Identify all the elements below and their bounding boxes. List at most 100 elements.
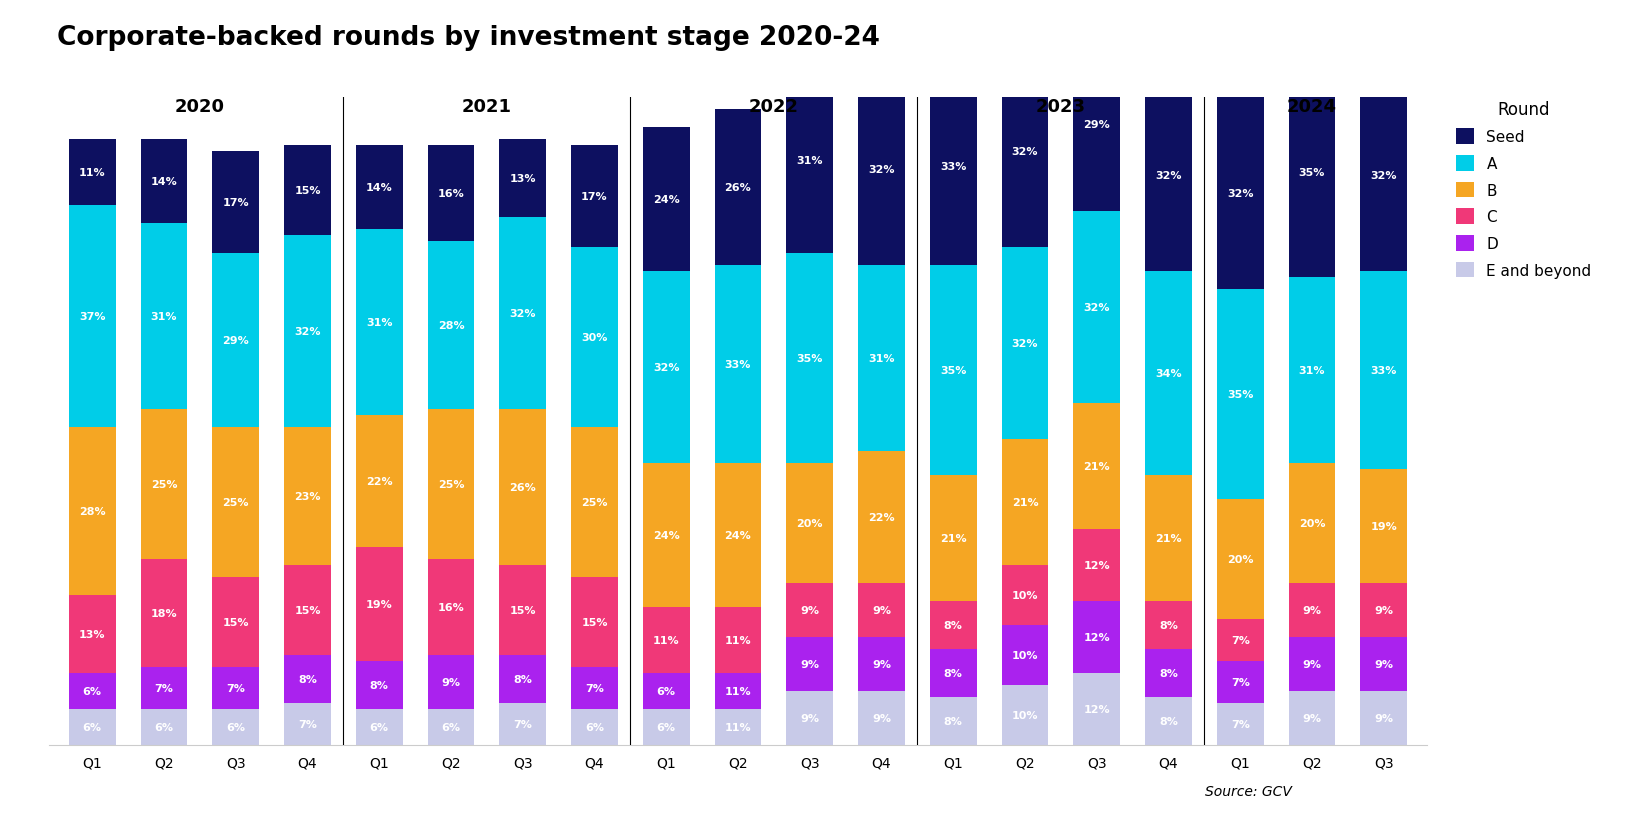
Text: 32%: 32%: [1226, 189, 1252, 199]
Bar: [642, 464, 688, 608]
Text: 6%: 6%: [656, 722, 675, 732]
Bar: [1288, 278, 1334, 464]
Bar: [428, 242, 474, 410]
Text: 8%: 8%: [942, 621, 962, 631]
Text: 9%: 9%: [800, 713, 820, 723]
Bar: [356, 147, 402, 230]
Text: 22%: 22%: [365, 477, 392, 486]
Bar: [1001, 626, 1047, 686]
Bar: [213, 667, 259, 709]
Bar: [1288, 583, 1334, 637]
Bar: [500, 704, 546, 745]
Bar: [1216, 662, 1262, 704]
Text: 24%: 24%: [724, 531, 751, 541]
Text: 32%: 32%: [652, 363, 679, 373]
Text: 11%: 11%: [652, 636, 679, 645]
Bar: [1360, 691, 1406, 745]
Text: 32%: 32%: [1083, 303, 1110, 313]
Text: 31%: 31%: [1298, 366, 1324, 376]
Text: 2023: 2023: [1036, 98, 1085, 116]
Text: 25%: 25%: [580, 498, 608, 508]
Text: 11%: 11%: [79, 168, 105, 179]
Text: 20%: 20%: [1298, 518, 1324, 528]
Text: Source: GCV: Source: GCV: [1205, 785, 1292, 799]
Bar: [787, 68, 833, 254]
Text: 16%: 16%: [438, 603, 464, 613]
Bar: [1360, 637, 1406, 691]
Bar: [570, 577, 618, 667]
Bar: [1074, 38, 1119, 212]
Text: 20%: 20%: [797, 518, 823, 528]
Bar: [642, 608, 688, 673]
Text: 12%: 12%: [1083, 632, 1110, 642]
Text: 15%: 15%: [223, 618, 249, 627]
Text: 8%: 8%: [513, 674, 533, 685]
Bar: [1001, 57, 1047, 248]
Text: 7%: 7%: [1229, 636, 1249, 645]
Bar: [715, 464, 760, 608]
Bar: [69, 595, 115, 673]
Bar: [857, 452, 905, 583]
Text: 7%: 7%: [1229, 677, 1249, 687]
Bar: [929, 476, 975, 601]
Text: 15%: 15%: [510, 605, 536, 616]
Bar: [1144, 80, 1192, 272]
Text: 14%: 14%: [365, 183, 392, 193]
Bar: [1001, 566, 1047, 626]
Bar: [284, 566, 331, 655]
Bar: [570, 709, 618, 745]
Bar: [428, 410, 474, 559]
Bar: [1144, 697, 1192, 745]
Bar: [213, 577, 259, 667]
Bar: [1074, 404, 1119, 530]
Text: 10%: 10%: [1011, 710, 1037, 721]
Bar: [570, 147, 618, 248]
Text: 7%: 7%: [585, 683, 603, 694]
Bar: [1144, 601, 1192, 649]
Bar: [1360, 583, 1406, 637]
Text: 32%: 32%: [1011, 339, 1037, 349]
Text: 32%: 32%: [510, 309, 536, 319]
Text: 9%: 9%: [1301, 659, 1321, 669]
Text: 9%: 9%: [872, 713, 890, 723]
Bar: [500, 410, 546, 566]
Text: 2024: 2024: [1287, 98, 1336, 116]
Bar: [857, 691, 905, 745]
Bar: [787, 464, 833, 583]
Bar: [929, 266, 975, 476]
Bar: [428, 655, 474, 709]
Text: 19%: 19%: [1370, 522, 1396, 532]
Text: 25%: 25%: [438, 480, 464, 490]
Bar: [1144, 649, 1192, 697]
Bar: [141, 667, 187, 709]
Bar: [356, 662, 402, 709]
Text: 20%: 20%: [1226, 554, 1252, 564]
Bar: [787, 583, 833, 637]
Text: 17%: 17%: [223, 198, 249, 208]
Text: 35%: 35%: [939, 366, 965, 376]
Bar: [69, 428, 115, 595]
Bar: [1216, 290, 1262, 500]
Bar: [1216, 619, 1262, 662]
Text: 15%: 15%: [580, 618, 608, 627]
Text: 21%: 21%: [1154, 534, 1182, 544]
Text: 32%: 32%: [867, 165, 895, 175]
Text: 9%: 9%: [441, 677, 461, 687]
Text: 21%: 21%: [1083, 462, 1110, 472]
Bar: [284, 147, 331, 236]
Bar: [1288, 464, 1334, 583]
Bar: [1144, 476, 1192, 601]
Text: 24%: 24%: [652, 531, 679, 541]
Bar: [69, 673, 115, 709]
Bar: [1288, 68, 1334, 278]
Text: 9%: 9%: [1301, 713, 1321, 723]
Bar: [356, 709, 402, 745]
Bar: [1001, 440, 1047, 566]
Text: 6%: 6%: [82, 686, 102, 696]
Text: 9%: 9%: [872, 605, 890, 616]
Bar: [428, 559, 474, 655]
Text: 32%: 32%: [293, 327, 321, 337]
Text: 35%: 35%: [1226, 390, 1252, 400]
Text: 35%: 35%: [1298, 168, 1324, 179]
Bar: [428, 709, 474, 745]
